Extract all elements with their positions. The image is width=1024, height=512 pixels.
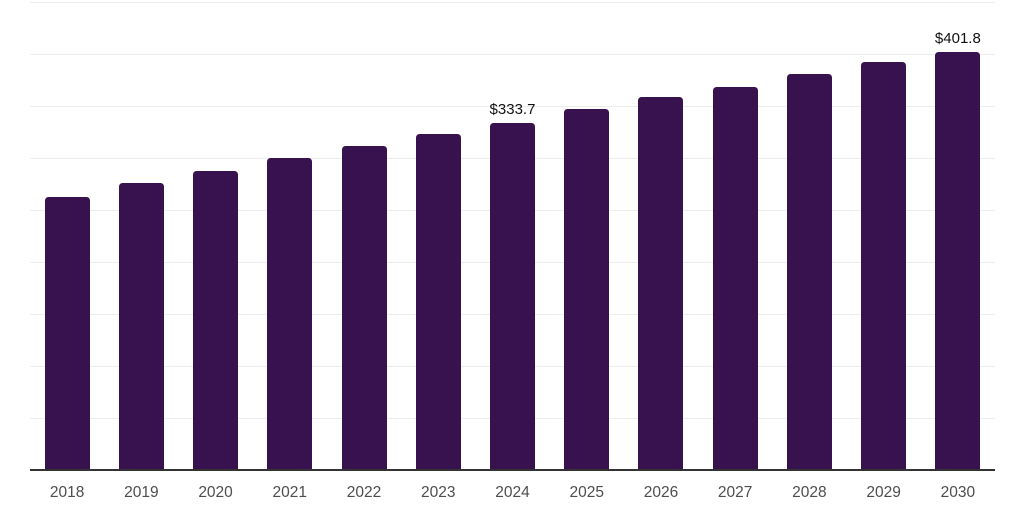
bar-2025[interactable] [564,109,610,470]
x-tick-label-2030: 2030 [940,484,976,501]
data-label-2024: $333.7 [489,100,536,118]
bar-2021[interactable] [267,158,313,470]
x-tick-label-2029: 2029 [866,484,901,501]
bar-2030[interactable] [935,52,981,470]
bar-2020[interactable] [193,171,239,470]
bar-2028[interactable] [786,73,832,470]
x-tick-label-2023: 2023 [421,484,456,501]
data-label-2030: $401.8 [934,30,981,48]
x-tick-label-2027: 2027 [717,484,753,501]
bar-2027[interactable] [712,86,758,470]
bar-2024[interactable] [490,122,535,470]
bar-2022[interactable] [341,145,387,470]
bar-2018[interactable] [44,196,90,470]
x-tick-label-2022: 2022 [346,484,382,501]
x-tick-label-2021: 2021 [272,484,308,501]
bar-2019[interactable] [118,183,164,470]
gridline-400 [30,53,995,55]
bar-2029[interactable] [861,61,907,470]
x-tick-label-2018: 2018 [49,484,85,501]
x-tick-label-2024: 2024 [495,484,530,501]
gridline-350 [30,105,995,107]
bar-2023[interactable] [415,134,461,470]
x-tick-label-2020: 2020 [198,484,233,501]
x-axis-line [30,469,995,471]
x-tick-label-2026: 2026 [643,484,679,501]
gridline-450 [30,1,995,3]
x-tick-label-2019: 2019 [124,484,159,501]
bar-2026[interactable] [638,96,684,470]
x-tick-label-2025: 2025 [569,484,604,501]
x-tick-label-2028: 2028 [792,484,827,501]
